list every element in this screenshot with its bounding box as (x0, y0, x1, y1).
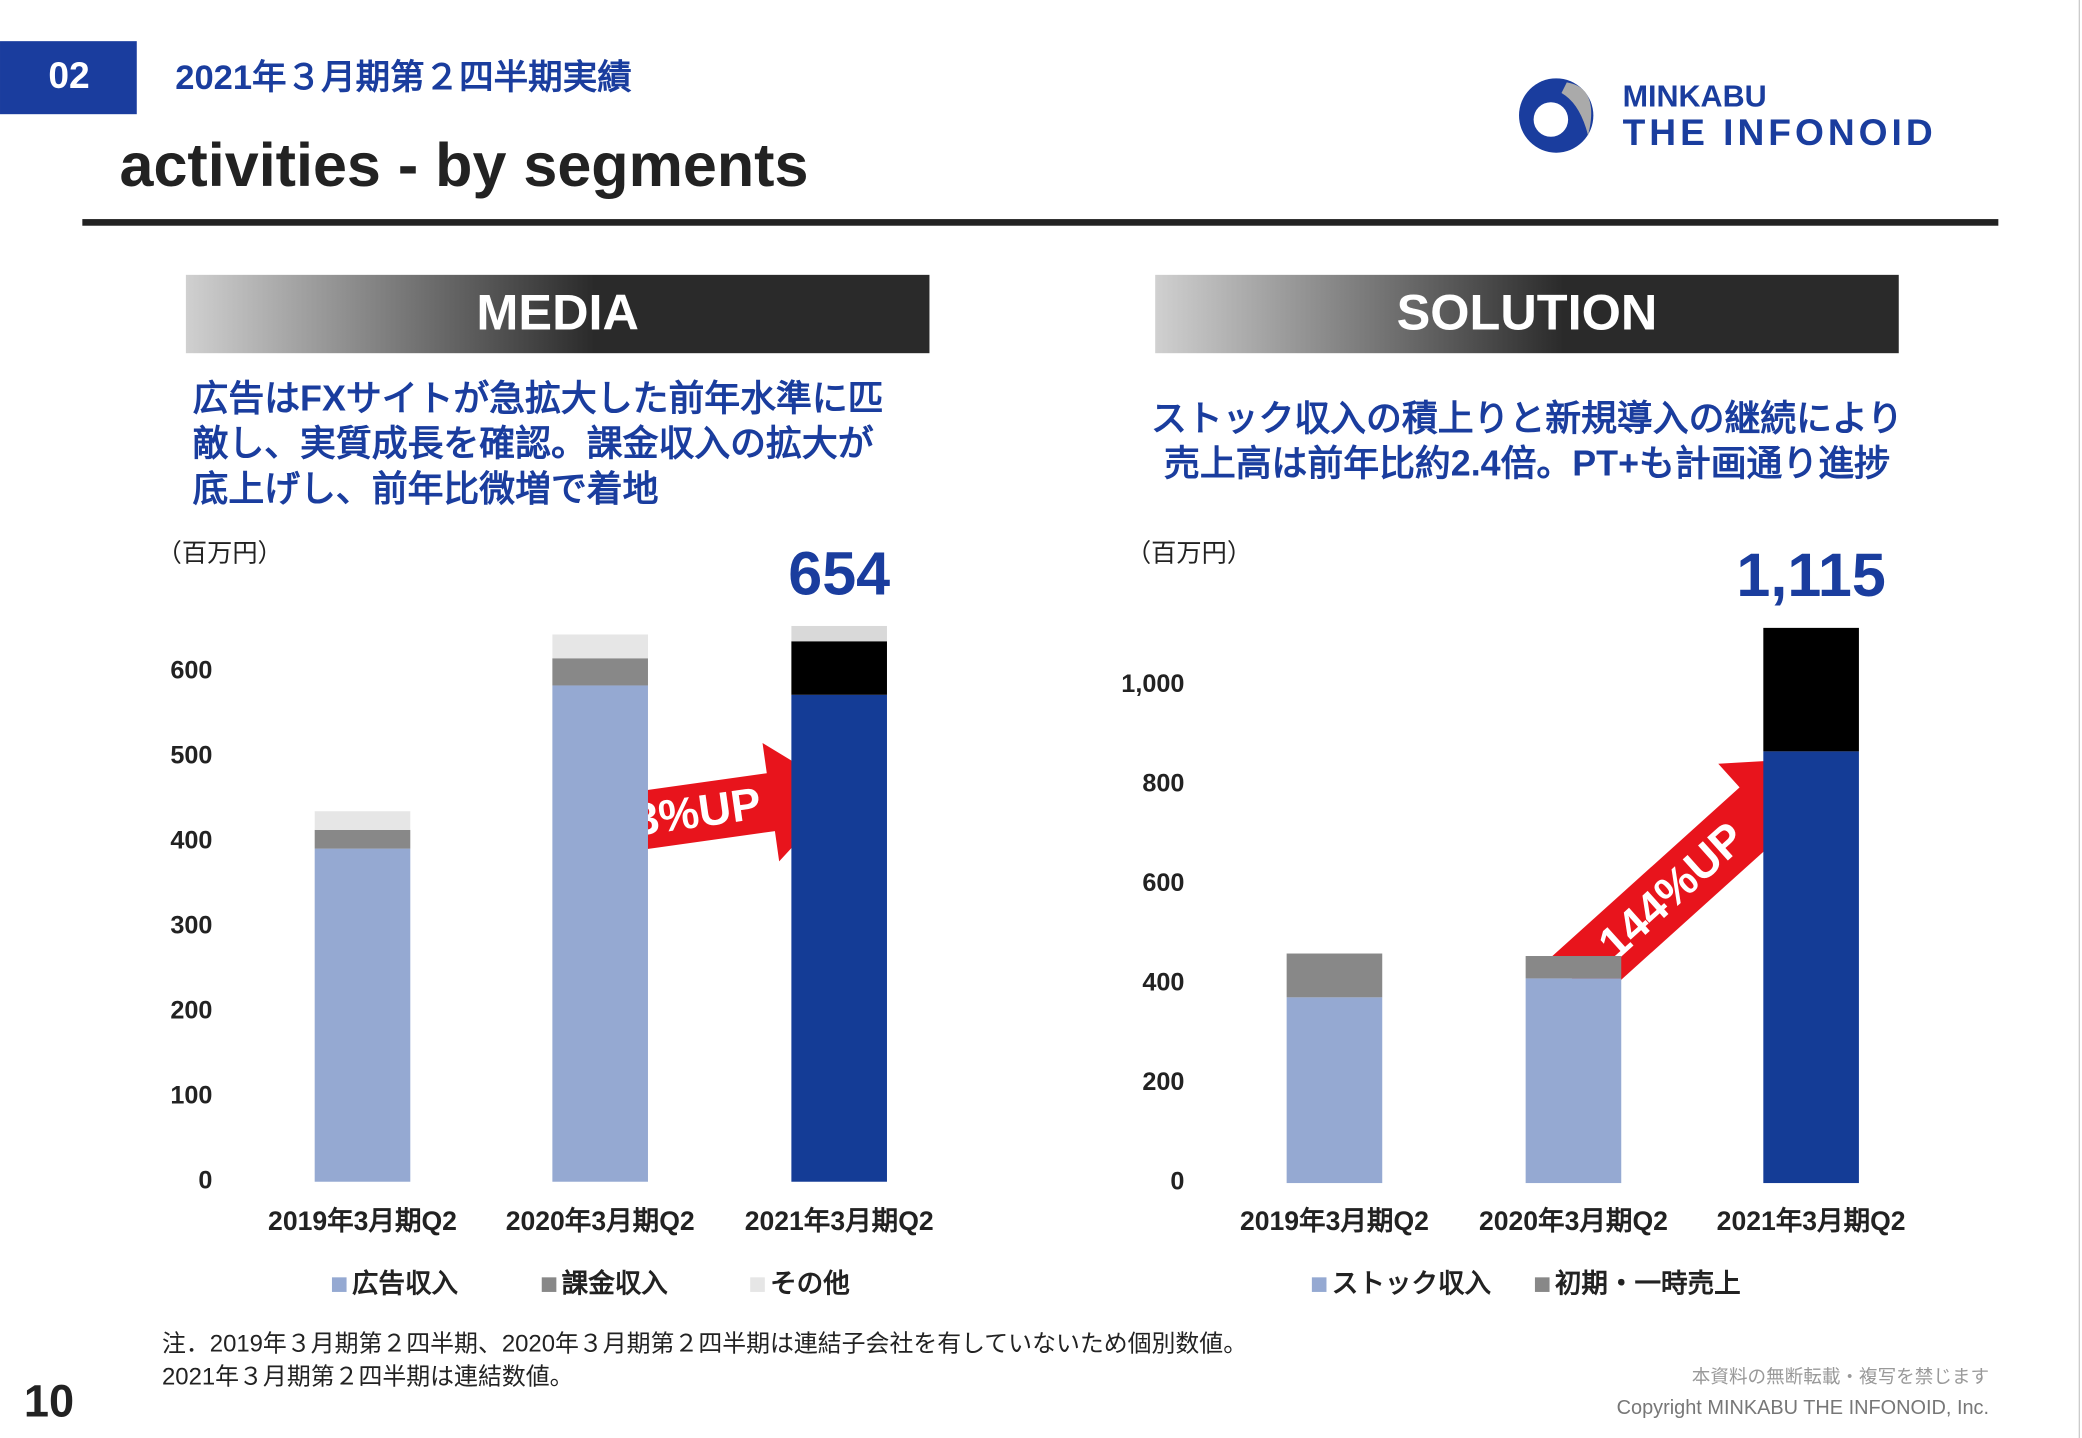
bar-segment (314, 811, 411, 830)
bar-segment (552, 634, 648, 659)
x-tick-label: 2021年3月期Q2 (745, 1206, 934, 1236)
bar-segment (1763, 751, 1859, 1184)
y-tick-label: 200 (1142, 1068, 1184, 1096)
heading: SOLUTION (1397, 283, 1658, 340)
bar-segment (1286, 997, 1383, 1184)
heading: MEDIA (476, 283, 639, 340)
x-tick-label: 2019年3月期Q2 (268, 1206, 457, 1236)
y-tick-label: 400 (1142, 969, 1184, 997)
description: 広告はFXサイトが急拡大した前年水準に匹 (193, 378, 884, 418)
y-tick-label: 300 (170, 911, 212, 939)
title: activities - by segments (120, 131, 809, 199)
description: 敵し、実質成長を確認。課金収入の拡大が (193, 423, 874, 464)
total-label: 654 (788, 539, 890, 607)
note: 2021年３月期第２四半期は連結数値。 (162, 1364, 574, 1391)
legend-swatch (1311, 1277, 1327, 1292)
legend-swatch (541, 1277, 557, 1292)
subtitle: 2021年３月期第２四半期実績 (175, 59, 632, 97)
logo-mark (1561, 82, 1592, 136)
description: 売上高は前年比約2.4倍。PT+も計画通り進捗 (1164, 444, 1890, 484)
legend-label: その他 (770, 1268, 850, 1298)
bar-segment (314, 829, 411, 849)
arrow-shape (1552, 757, 1821, 1004)
bar-segment (1763, 627, 1859, 752)
total-label: 1,115 (1736, 541, 1885, 609)
bar-segment (1525, 978, 1622, 1184)
heading-bar (185, 274, 930, 354)
bar-segment (1286, 953, 1383, 998)
y-tick-label: 600 (170, 657, 212, 685)
legend-swatch (331, 1277, 347, 1292)
page-number: 10 (24, 1376, 74, 1427)
legend-label: 広告収入 (352, 1268, 459, 1298)
note: 注．2019年３月期第２四半期、2020年３月期第２四半期は連結子会社を有してい… (162, 1330, 1247, 1357)
x-tick-label: 2020年3月期Q2 (1479, 1206, 1668, 1236)
legend-label: ストック収入 (1332, 1268, 1492, 1298)
logo-mark (1533, 102, 1569, 137)
logo-text: THE INFONOID (1623, 111, 1937, 153)
legend-label: 初期・一時売上 (1555, 1268, 1741, 1298)
unit-label: （百万円） (1126, 540, 1252, 568)
unit-label: （百万円） (157, 540, 283, 568)
section-number: 02 (48, 54, 89, 96)
y-tick-label: 0 (1170, 1168, 1184, 1196)
x-tick-label: 2021年3月期Q2 (1717, 1206, 1906, 1236)
logo: MINKABU THE INFONOID (1519, 78, 1937, 153)
heading-bar (1155, 274, 1899, 354)
y-tick-label: 1,000 (1121, 670, 1184, 698)
y-tick-label: 200 (170, 996, 212, 1024)
bar-segment (314, 848, 411, 1182)
x-tick-label: 2019年3月期Q2 (1240, 1206, 1429, 1236)
title-rule (82, 219, 1999, 226)
bar-segment (791, 641, 887, 695)
logo-text: MINKABU (1623, 79, 1767, 113)
legend-swatch (750, 1277, 765, 1292)
rights: 本資料の無断転載・複写を禁じます (1692, 1366, 1989, 1387)
bar-segment (1525, 956, 1622, 979)
bar-segment (552, 685, 648, 1182)
description: ストック収入の積上りと新規導入の継続により (1151, 398, 1903, 438)
y-tick-label: 600 (1142, 869, 1184, 897)
y-tick-label: 800 (1142, 769, 1184, 797)
y-tick-label: 0 (198, 1166, 212, 1194)
bar-segment (791, 625, 887, 642)
y-tick-label: 100 (170, 1081, 212, 1109)
section-box (0, 41, 137, 115)
bar-segment (552, 658, 648, 686)
y-tick-label: 500 (170, 741, 212, 769)
bar-segment (791, 694, 887, 1182)
rights: Copyright MINKABU THE INFONOID, Inc. (1617, 1397, 1989, 1419)
y-tick-label: 400 (170, 826, 212, 854)
description: 底上げし、前年比微増で着地 (193, 469, 659, 509)
legend-label: 課金収入 (562, 1268, 669, 1298)
legend-swatch (1534, 1277, 1550, 1292)
x-tick-label: 2020年3月期Q2 (506, 1206, 695, 1236)
